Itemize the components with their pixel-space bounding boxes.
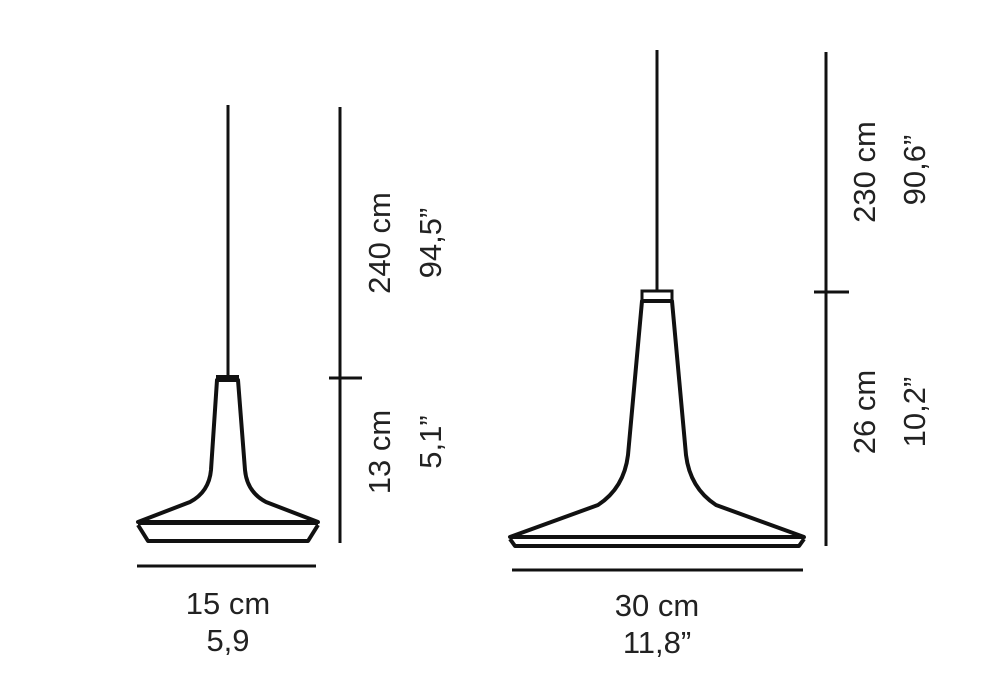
- small-cord-height-in: 94,5”: [413, 208, 448, 279]
- small-cord-height-cm: 240 cm: [362, 192, 397, 294]
- small-lamp: [136, 105, 320, 543]
- large-width-in: 11,8”: [623, 625, 691, 660]
- large-body-height-in: 10,2”: [897, 377, 932, 448]
- small-body-height-in: 5,1”: [413, 415, 448, 468]
- small-width-cm: 15 cm: [186, 586, 270, 621]
- large-cord-height-cm: 230 cm: [847, 121, 882, 223]
- large-body-height-cm: 26 cm: [847, 370, 882, 454]
- small-body-height-cm: 13 cm: [362, 410, 397, 494]
- large-width-cm: 30 cm: [615, 588, 699, 623]
- large-lamp-dimensions: 230 cm 90,6” 26 cm 10,2” 30 cm 11,8”: [512, 52, 932, 660]
- large-lamp-shade: [508, 299, 806, 539]
- small-lamp-shade: [136, 378, 320, 524]
- small-lamp-dimensions: 240 cm 94,5” 13 cm 5,1” 15 cm 5,9: [137, 107, 448, 658]
- large-cord-height-in: 90,6”: [897, 135, 932, 206]
- small-lamp-cap: [216, 375, 239, 380]
- small-width-in: 5,9: [206, 623, 249, 658]
- large-lamp: [508, 50, 806, 548]
